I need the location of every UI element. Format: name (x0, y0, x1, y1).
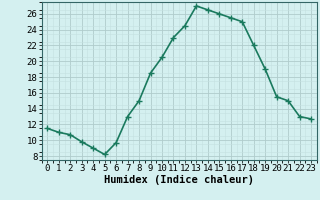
X-axis label: Humidex (Indice chaleur): Humidex (Indice chaleur) (104, 175, 254, 185)
